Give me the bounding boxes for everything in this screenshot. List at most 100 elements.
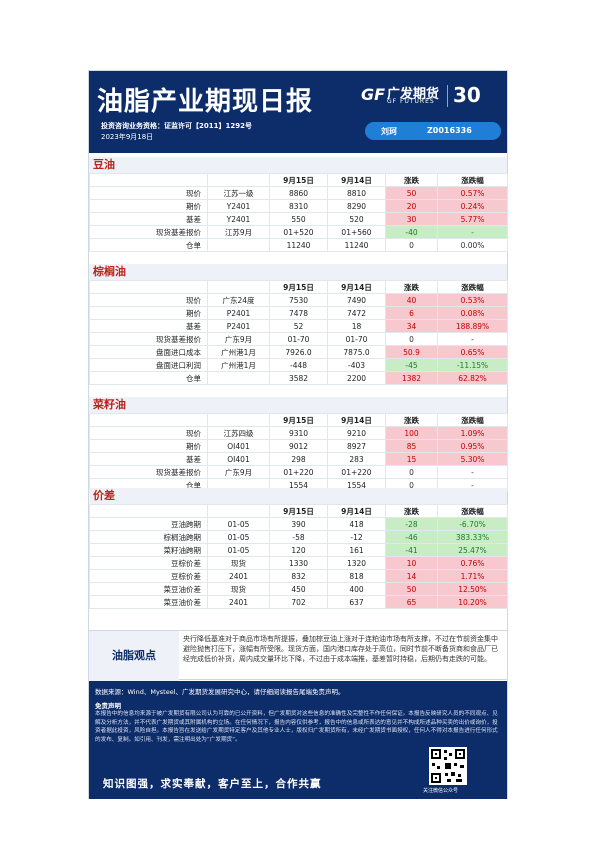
row-spec: 江苏9月 — [207, 225, 270, 239]
soy-section: 豆油 9月15日 9月14日 涨跌 涨跌幅 现价 江苏一级 8860 8810 50 0.57% 期… — [89, 157, 508, 252]
table-header-row: 9月15日 9月14日 涨跌 涨跌幅 — [89, 280, 508, 294]
market-view: 油脂观点 央行降低基准对于商品市场有所提振，叠加棕豆油上涨对于连粕油市场有所支撑… — [89, 630, 507, 681]
value-day-2: 01-70 — [327, 332, 386, 346]
table-header-row: 9月15日 9月14日 涨跌 涨跌幅 — [89, 413, 508, 427]
palm-table: 9月15日 9月14日 涨跌 涨跌幅 现价 广东24度 7530 7490 40 0.53% 期价 P… — [89, 280, 508, 385]
spread-section: 价差 9月15日 9月14日 涨跌 涨跌幅 豆油跨期 01-05 390 418 -28 -6.7… — [89, 488, 508, 609]
license-text: 投资咨询业务资格：证监许可【2011】1292号 — [101, 122, 252, 130]
value-day-1: 8860 — [269, 186, 328, 200]
row-label: 现货基差报价 — [89, 225, 208, 239]
row-spec: P2401 — [207, 306, 270, 320]
value-day-1: 120 — [269, 543, 328, 557]
table-row: 豆棕价差 现货 1330 1320 10 0.76% — [89, 556, 508, 570]
value-day-2: 520 — [327, 212, 386, 226]
change-percent: 25.47% — [437, 543, 508, 557]
change-percent: - — [437, 225, 508, 239]
value-day-1: 7530 — [269, 293, 328, 307]
value-day-2: 818 — [327, 569, 386, 583]
soy-table: 9月15日 9月14日 涨跌 涨跌幅 现价 江苏一级 8860 8810 50 0.57% 期价 Y2… — [89, 173, 508, 252]
change-percent: 0.24% — [437, 199, 508, 213]
logo-name: 广发期货 — [387, 87, 440, 102]
table-row: 现价 江苏一级 8860 8810 50 0.57% — [89, 186, 508, 200]
blank-header — [207, 504, 270, 518]
value-day-1: -58 — [269, 530, 328, 544]
col-date-2: 9月14日 — [327, 413, 386, 427]
value-day-2: 637 — [327, 595, 386, 609]
row-spec: 江苏四级 — [207, 426, 270, 440]
value-day-1: 7926.0 — [269, 345, 328, 359]
value-day-2: 2200 — [327, 371, 386, 385]
value-day-2: 7490 — [327, 293, 386, 307]
change-percent: - — [437, 332, 508, 346]
value-day-1: 8310 — [269, 199, 328, 213]
blank-header — [89, 413, 208, 427]
row-spec: 01-05 — [207, 543, 270, 557]
row-label: 菜豆油价差 — [89, 595, 208, 609]
col-change: 涨跌 — [385, 280, 438, 294]
row-spec: 广州港1月 — [207, 345, 270, 359]
row-label: 菜籽油跨期 — [89, 543, 208, 557]
row-spec: 01-05 — [207, 530, 270, 544]
report-date: 2023年9月18日 — [101, 133, 154, 141]
change-value: 10 — [385, 556, 438, 570]
change-value: 14 — [385, 569, 438, 583]
col-date-1: 9月15日 — [269, 280, 328, 294]
author-name: 刘珂 — [381, 127, 397, 136]
value-day-2: 8290 — [327, 199, 386, 213]
value-day-1: 390 — [269, 517, 328, 531]
value-day-1: 7478 — [269, 306, 328, 320]
table-row: 棕榈油跨期 01-05 -58 -12 -46 383.33% — [89, 530, 508, 544]
row-label: 现货基差报价 — [89, 465, 208, 479]
row-spec: OI401 — [207, 452, 270, 466]
table-row: 现货基差报价 广东9月 01-70 01-70 0- — [89, 332, 508, 346]
value-day-2: 8810 — [327, 186, 386, 200]
value-day-2: 7875.0 — [327, 345, 386, 359]
row-spec: 2401 — [207, 569, 270, 583]
table-row: 基差 P2401 52 18 34 188.89% — [89, 319, 508, 333]
report-header: 油脂产业期现日报 GF 广发期货 GF FUTURES 30 投资咨询业务资格：… — [89, 71, 507, 153]
row-spec: 01-05 — [207, 517, 270, 531]
table-row: 现价 江苏四级 9310 9210 100 1.09% — [89, 426, 508, 440]
change-value: -28 — [385, 517, 438, 531]
disclaimer-text: 本报告中的信息均来源于被广发期货有限公司认为可靠的已公开资料，但广发期货对这些信… — [95, 711, 498, 743]
row-label: 基差 — [89, 319, 208, 333]
change-value: 20 — [385, 199, 438, 213]
table-row: 盘面进口成本 广州港1月 7926.0 7875.0 50.9 0.65% — [89, 345, 508, 359]
change-percent: 5.77% — [437, 212, 508, 226]
table-row: 菜籽油跨期 01-05 120 161 -41 25.47% — [89, 543, 508, 557]
value-day-1: 702 — [269, 595, 328, 609]
change-value: -46 — [385, 530, 438, 544]
row-spec: OI401 — [207, 439, 270, 453]
value-day-2: 1320 — [327, 556, 386, 570]
col-change-pct: 涨跌幅 — [437, 280, 508, 294]
row-spec: Y2401 — [207, 199, 270, 213]
disclaimer-title: 免责声明 — [95, 702, 121, 710]
table-row: 豆棕价差 2401 832 818 14 1.71% — [89, 569, 508, 583]
col-date-2: 9月14日 — [327, 173, 386, 187]
row-spec: 江苏一级 — [207, 186, 270, 200]
qr-code-icon[interactable] — [429, 747, 467, 785]
row-label: 棕榈油跨期 — [89, 530, 208, 544]
rapeseed-section: 菜籽油 9月15日 9月14日 涨跌 涨跌幅 现价 江苏四级 9310 9210 100 1.09… — [89, 397, 508, 492]
row-label: 菜豆油价差 — [89, 582, 208, 596]
value-day-2: 01+220 — [327, 465, 386, 479]
table-header-row: 9月15日 9月14日 涨跌 涨跌幅 — [89, 173, 508, 187]
value-day-2: 283 — [327, 452, 386, 466]
row-label: 现价 — [89, 186, 208, 200]
row-spec: 广东9月 — [207, 465, 270, 479]
value-day-2: 418 — [327, 517, 386, 531]
section-title: 价差 — [89, 488, 507, 504]
row-label: 现货基差报价 — [89, 332, 208, 346]
value-day-2: 8927 — [327, 439, 386, 453]
row-spec — [207, 238, 270, 252]
change-percent: 383.33% — [437, 530, 508, 544]
value-day-2: 11240 — [327, 238, 386, 252]
spread-table: 9月15日 9月14日 涨跌 涨跌幅 豆油跨期 01-05 390 418 -28 -6.70% 棕… — [89, 504, 508, 609]
value-day-1: 832 — [269, 569, 328, 583]
row-spec: 现货 — [207, 582, 270, 596]
section-title: 棕榈油 — [89, 264, 507, 280]
value-day-2: 400 — [327, 582, 386, 596]
table-row: 豆油跨期 01-05 390 418 -28 -6.70% — [89, 517, 508, 531]
change-percent: 0.08% — [437, 306, 508, 320]
row-label: 仓单 — [89, 238, 208, 252]
